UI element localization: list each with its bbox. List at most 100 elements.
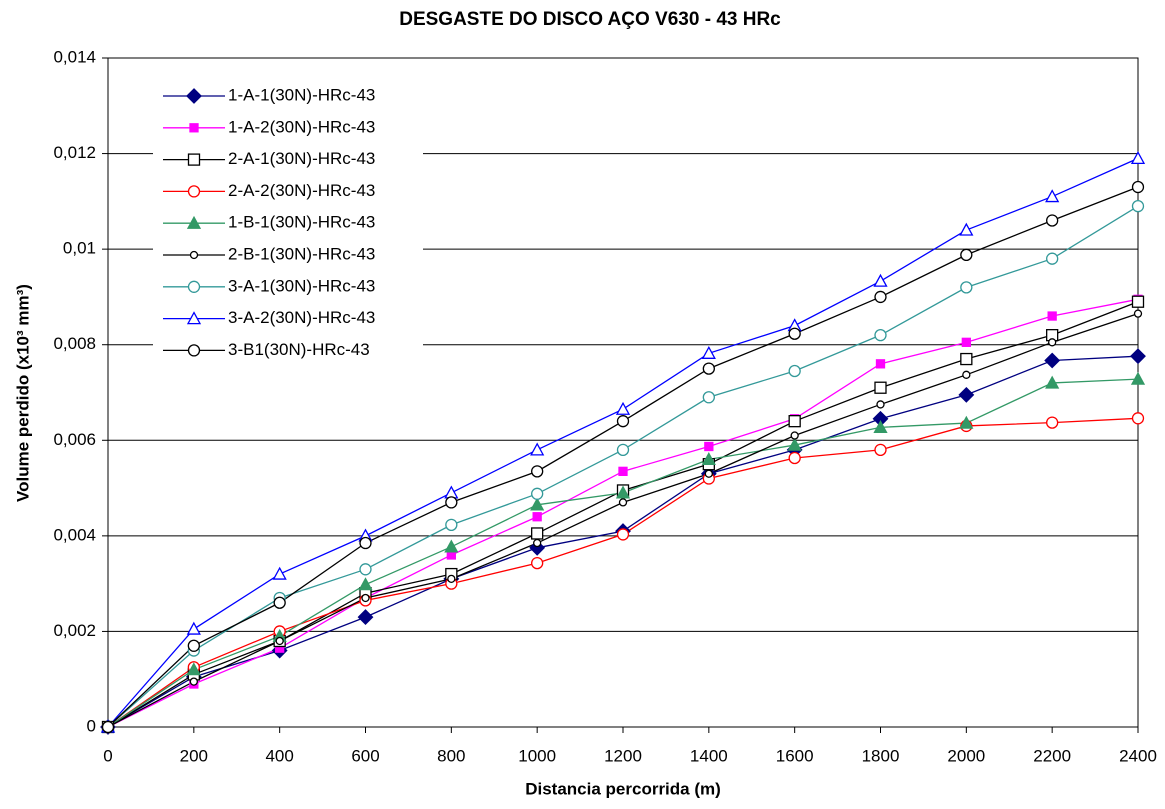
legend-marker [187,153,201,166]
x-tick-label: 2200 [1033,746,1071,765]
data-point [1045,375,1060,389]
data-point [787,437,802,451]
x-tick-label: 2400 [1119,746,1157,765]
data-point [960,281,973,294]
data-point [1044,352,1061,369]
y-axis-label: Volume perdido (x10³ mm³) [13,284,32,502]
data-point [186,662,201,676]
data-point [531,527,544,540]
x-tick-label: 400 [265,746,293,765]
data-point [531,556,544,570]
data-point [873,420,888,434]
data-point [788,415,801,428]
x-tick-label: 0 [103,746,112,765]
data-point [187,639,200,652]
legend-marker [187,185,201,198]
data-point [272,566,287,580]
x-tick-label: 800 [437,746,465,765]
data-point [704,469,713,478]
legend-marker [186,88,202,104]
y-tick-label: 0,006 [53,430,96,449]
legend-label: 2-A-1(30N)-HRc-43 [228,149,375,168]
data-point [1131,199,1145,213]
data-point [1130,150,1146,165]
data-point [530,497,545,511]
data-point [701,345,716,359]
data-point [531,487,544,500]
data-point [357,609,374,626]
data-point [874,329,887,342]
legend-label: 3-A-1(30N)-HRc-43 [228,276,375,295]
x-tick-label: 1800 [862,746,900,765]
legend-marker [186,215,202,229]
data-point [1131,295,1145,308]
data-point [874,290,887,304]
data-point [874,443,887,456]
y-tick-label: 0,01 [63,239,96,258]
y-tick-label: 0 [87,716,96,735]
data-point [618,498,628,507]
x-tick-label: 200 [180,746,208,765]
data-point [961,337,971,347]
data-point [876,400,885,409]
data-point [531,465,544,478]
legend-label: 1-B-1(30N)-HRc-43 [228,213,375,232]
data-point [704,441,714,452]
data-point [1133,309,1143,318]
data-point [533,538,542,548]
legend-marker [187,280,201,293]
data-point [444,539,459,553]
y-tick-label: 0,004 [53,525,96,544]
data-point [445,518,458,532]
data-point [875,359,886,369]
data-point [359,536,372,550]
data-point [618,466,628,476]
legend-marker [186,311,202,325]
data-point [790,431,799,440]
data-point [788,451,801,465]
x-tick-label: 1200 [604,746,642,765]
legend-label: 1-A-1(30N)-HRc-43 [228,85,375,104]
data-point [702,362,715,375]
data-point [615,401,631,415]
x-tick-label: 1400 [690,746,728,765]
data-point [788,327,801,340]
y-tick-label: 0,008 [53,334,96,353]
data-point [273,596,286,609]
data-point [615,485,631,499]
x-axis-label: Distancia percorrida (m) [525,779,721,798]
data-point [874,381,887,394]
data-point [359,563,372,576]
y-tick-label: 0,002 [53,621,96,640]
data-point [701,452,716,466]
y-tick-label: 0,012 [53,143,96,162]
data-point [1046,252,1059,265]
data-point [186,621,201,635]
data-point [445,496,458,509]
data-point [1047,311,1057,321]
legend-label: 1-A-2(30N)-HRc-43 [228,117,375,136]
data-point [1048,338,1057,347]
data-point [1045,189,1060,203]
data-point [702,391,715,404]
data-point [959,222,974,236]
legend-label: 3-A-2(30N)-HRc-43 [228,308,375,327]
data-point [960,248,973,262]
data-point [275,636,284,646]
data-point [1046,416,1059,429]
data-point [361,593,370,603]
data-point [616,443,630,456]
data-point [616,528,630,541]
data-point [532,512,542,522]
data-point [1130,348,1146,365]
x-tick-label: 1600 [776,746,814,765]
data-point [962,370,971,379]
data-point [1130,371,1146,385]
data-point [358,577,373,591]
legend-label: 3-B1(30N)-HRc-43 [228,340,370,359]
x-tick-label: 1000 [518,746,556,765]
x-tick-label: 2000 [947,746,985,765]
data-point [1131,180,1145,194]
data-point [958,386,975,403]
